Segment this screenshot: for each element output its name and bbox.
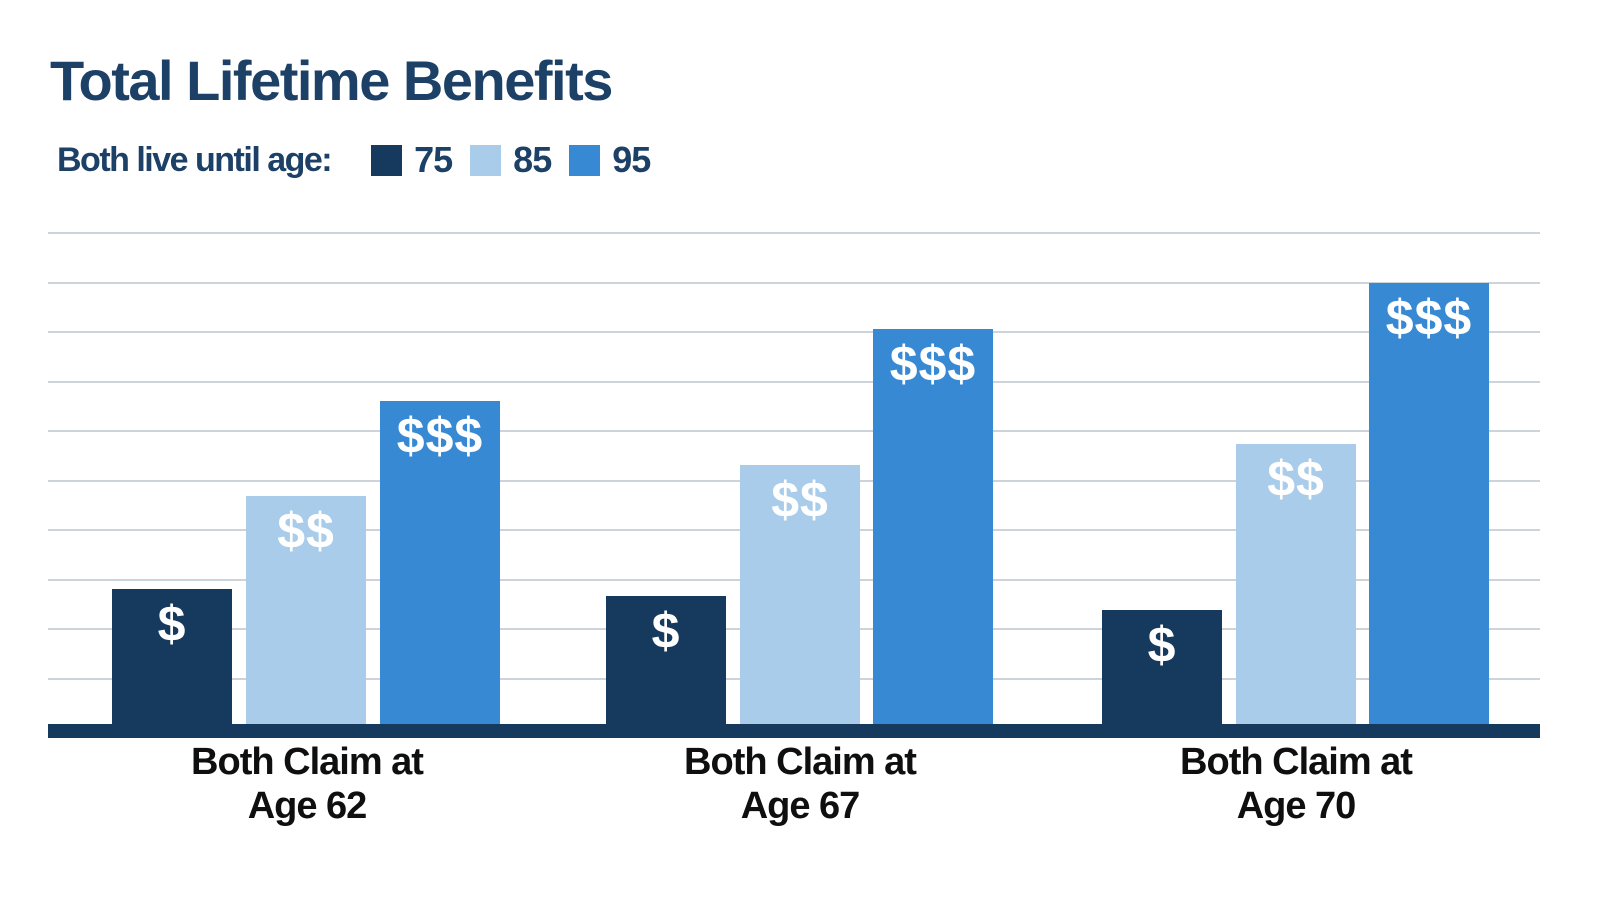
legend-value-75: 75 bbox=[414, 139, 453, 180]
gridline bbox=[48, 430, 1540, 432]
chart-legend: Both live until age: 75 85 95 bbox=[57, 139, 668, 181]
gridline bbox=[48, 380, 1540, 383]
legend-item-75: 75 bbox=[371, 139, 453, 181]
bar-live-to-75-claim-age-67: $ bbox=[606, 596, 726, 724]
chart-title: Total Lifetime Benefits bbox=[50, 49, 613, 112]
bar-dollar-label: $$ bbox=[771, 472, 829, 528]
bar-dollar-label: $$ bbox=[277, 503, 335, 559]
bar-dollar-label: $ bbox=[651, 603, 681, 659]
x-axis-baseline bbox=[48, 724, 1540, 738]
bar-dollar-label: $ bbox=[1147, 617, 1177, 673]
bar-dollar-label: $$$ bbox=[1385, 290, 1473, 346]
legend-value-95: 95 bbox=[612, 139, 651, 180]
bar-dollar-label: $$ bbox=[1267, 451, 1325, 507]
bar-dollar-label: $$$ bbox=[889, 336, 977, 392]
legend-swatch-navy bbox=[371, 144, 403, 176]
legend-item-95: 95 bbox=[569, 139, 651, 181]
gridline bbox=[48, 232, 1540, 234]
legend-swatch-mediumblue bbox=[569, 144, 601, 176]
bar-dollar-label: $ bbox=[157, 596, 187, 652]
category-label-line1: Both Claim at bbox=[191, 741, 424, 783]
bar-live-to-85-claim-age-70: $$ bbox=[1236, 444, 1356, 724]
category-label-line2: Age 62 bbox=[247, 785, 368, 828]
bar-live-to-95-claim-age-62: $$$ bbox=[380, 401, 500, 724]
bar-live-to-95-claim-age-67: $$$ bbox=[873, 329, 993, 724]
bar-live-to-95-claim-age-70: $$$ bbox=[1369, 283, 1489, 724]
category-label-line1: Both Claim at bbox=[1180, 741, 1413, 783]
bar-dollar-label: $$$ bbox=[396, 408, 484, 464]
bar-live-to-85-claim-age-67: $$ bbox=[740, 465, 860, 724]
legend-item-85: 85 bbox=[470, 139, 552, 181]
category-label-line2: Age 70 bbox=[1236, 785, 1357, 828]
bar-live-to-75-claim-age-70: $ bbox=[1102, 610, 1222, 724]
gridline bbox=[48, 281, 1540, 284]
bar-live-to-85-claim-age-62: $$ bbox=[246, 496, 366, 724]
category-label-age-67: Both Claim at Age 67 bbox=[550, 740, 1050, 829]
bar-live-to-75-claim-age-62: $ bbox=[112, 589, 232, 724]
gridline bbox=[48, 331, 1540, 333]
category-label-line1: Both Claim at bbox=[684, 741, 917, 783]
legend-swatch-lightblue bbox=[470, 144, 502, 176]
category-label-age-70: Both Claim at Age 70 bbox=[1046, 740, 1546, 829]
legend-value-85: 85 bbox=[513, 139, 552, 180]
legend-label: Both live until age: bbox=[57, 140, 333, 179]
category-label-age-62: Both Claim at Age 62 bbox=[57, 740, 557, 829]
category-label-line2: Age 67 bbox=[740, 785, 861, 828]
